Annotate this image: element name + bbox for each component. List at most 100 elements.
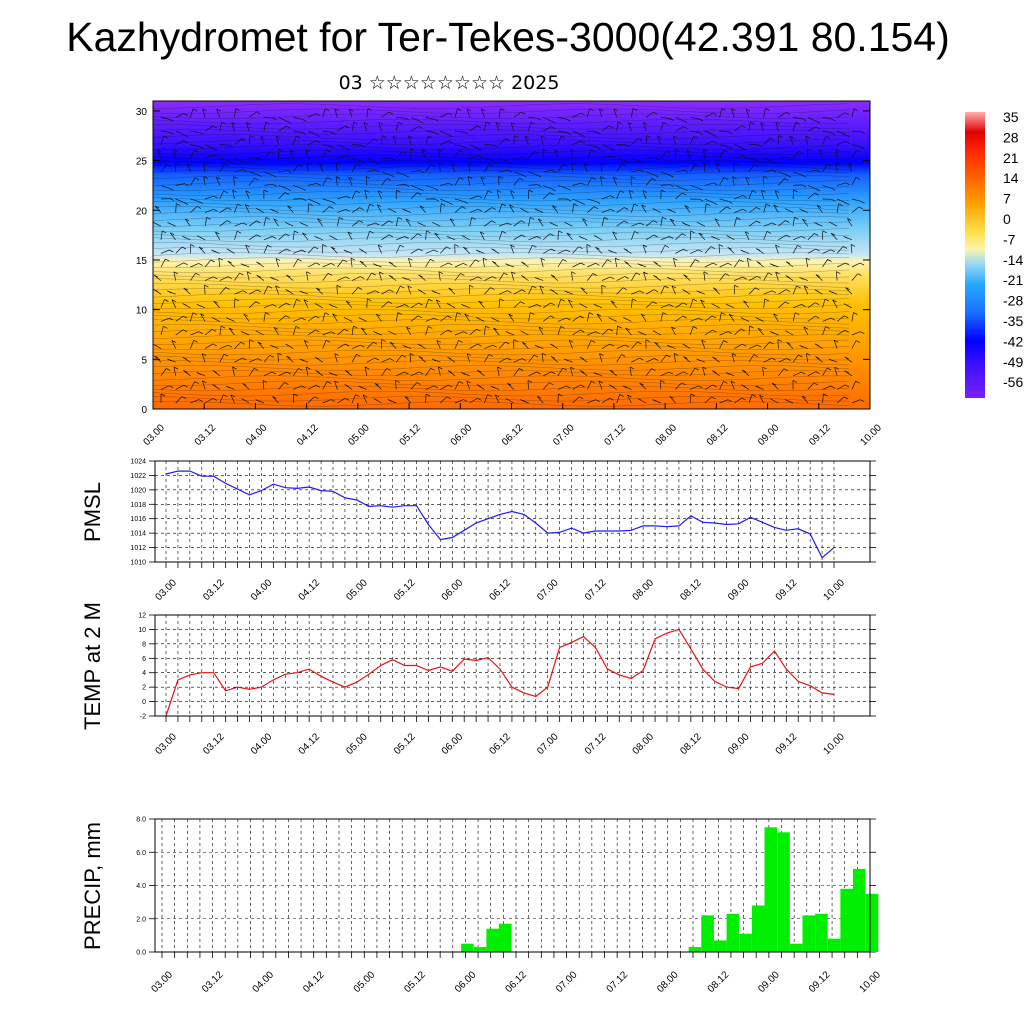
x-tick-label: 10.00 [857, 969, 883, 995]
contour-line [152, 165, 850, 171]
contour-line [152, 283, 850, 289]
wind-barbs-row [153, 284, 853, 295]
contour-line [152, 401, 850, 407]
contour-line [152, 180, 850, 186]
x-tick-label: 09.00 [756, 969, 782, 995]
contour-line [152, 185, 850, 191]
wind-barbs-row [160, 244, 856, 254]
x-tick-label: 03.12 [200, 969, 226, 995]
contour-line [152, 303, 850, 309]
precip-bar [726, 913, 740, 952]
contour-line [152, 139, 850, 145]
contour-line [152, 319, 850, 325]
contour-line [152, 365, 850, 371]
y-tick-label: 1012 [130, 545, 146, 552]
contour-line [152, 231, 850, 238]
y-tick-label: 1018 [130, 502, 146, 509]
y-tick-label: 20 [136, 206, 148, 217]
colorbar-label: 21 [1003, 150, 1019, 166]
wind-barbs-row [160, 108, 858, 124]
precip-axis-label: PRECIP, mm [80, 822, 105, 950]
contour-line [152, 108, 850, 114]
wind-barbs-row [152, 216, 853, 227]
colorbar-label: -49 [1003, 354, 1023, 370]
wind-barbs-row [160, 257, 865, 268]
contour-line [152, 262, 850, 268]
precip-bar [777, 832, 790, 952]
y-tick-label: 5 [141, 355, 147, 366]
precip-bar [815, 913, 828, 952]
contour-line [152, 195, 850, 202]
x-tick-label: 07.00 [554, 969, 580, 995]
y-tick-label: 1020 [130, 487, 146, 494]
contour-line [152, 329, 850, 335]
precip-bar [473, 947, 487, 952]
precip-bar [751, 905, 765, 952]
y-tick-label: 0.0 [136, 950, 146, 957]
contour-line [152, 380, 850, 386]
wind-barbs-row [160, 393, 865, 404]
y-tick-label: 1014 [130, 531, 146, 538]
panel-frame [154, 818, 871, 953]
wind-barbs-row [160, 312, 858, 322]
colorbar-label: -21 [1003, 272, 1023, 288]
precip-bar [764, 827, 778, 952]
colorbar [965, 112, 985, 398]
colorbar-label: -7 [1003, 231, 1016, 247]
contour-line [152, 190, 850, 197]
y-tick-label: 1024 [130, 459, 146, 466]
contour-line [152, 288, 850, 294]
wind-barbs-row [160, 380, 860, 390]
contour-line [152, 375, 849, 381]
wind-barbs-row [160, 325, 865, 336]
x-tick-label: 03.00 [149, 969, 175, 995]
colorbar-label: -42 [1003, 333, 1023, 349]
y-tick-label: 4.0 [136, 883, 146, 890]
precip-bar [865, 893, 879, 952]
y-tick-label: 1016 [130, 516, 146, 523]
colorbar-label: -56 [1003, 374, 1023, 390]
y-tick-label: 8 [142, 641, 146, 648]
wind-barbs-row [160, 189, 865, 206]
contour-line [152, 144, 850, 150]
contour-line [152, 360, 850, 366]
pmsl-series-line [165, 470, 835, 559]
y-tick-label: 0 [142, 699, 146, 706]
y-tick-label: 10 [136, 306, 148, 317]
y-tick-label: 0 [141, 405, 147, 416]
contour-line [152, 278, 850, 284]
y-tick-label: 1010 [130, 560, 146, 567]
wind-barbs-row [160, 230, 853, 241]
contour-line [152, 226, 850, 232]
x-tick-label: 06.12 [503, 969, 529, 995]
contour-line [152, 385, 850, 392]
precip-bar [688, 947, 702, 952]
colorbar-label: -14 [1003, 252, 1023, 268]
colorbar-label: 7 [1003, 191, 1011, 207]
contour-line [152, 355, 850, 361]
wind-barbs-row [152, 339, 861, 349]
pmsl-axis-label: PMSL [80, 482, 105, 542]
x-tick-label: 08.00 [655, 969, 681, 995]
wind-barbs-row [160, 366, 853, 377]
y-tick-label: 10 [138, 627, 146, 634]
colorbar-label: 35 [1003, 109, 1019, 125]
contour-line [152, 236, 850, 243]
contour-line [152, 159, 849, 166]
x-tick-label: 05.00 [352, 969, 378, 995]
precip-bar [853, 868, 866, 952]
y-tick-label: 1022 [130, 473, 146, 480]
page-title: Kazhydromet for Ter-Tekes-3000(42.391 80… [66, 14, 950, 60]
y-tick-label: 6 [142, 656, 146, 663]
wind-barbs-row [160, 176, 860, 192]
panel-frame [154, 460, 871, 563]
y-tick-label: 12 [138, 613, 146, 620]
contour-line [152, 103, 850, 109]
x-tick-label: 04.12 [301, 969, 327, 995]
precip-bar [739, 933, 752, 952]
x-tick-label: 05.12 [402, 969, 428, 995]
page-subtitle: 03 ☆☆☆☆☆☆☆☆ 2025 [338, 72, 560, 94]
